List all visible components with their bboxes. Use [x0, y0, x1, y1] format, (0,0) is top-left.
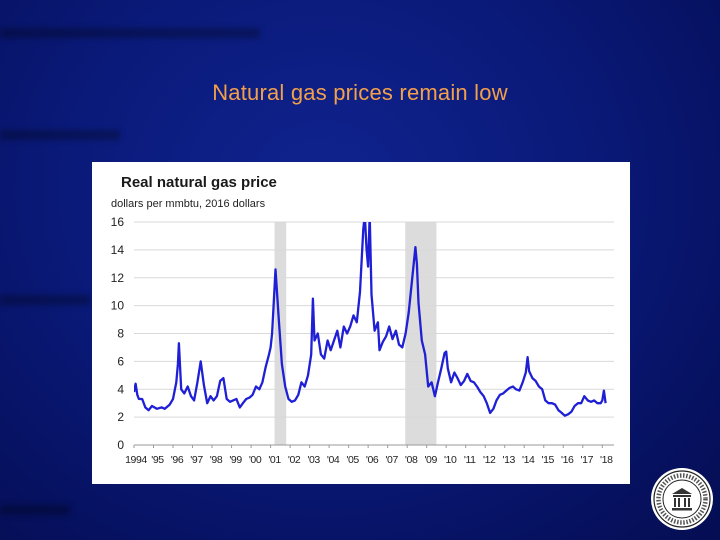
x-tick-label: '13 — [502, 454, 515, 466]
y-tick-label: 16 — [111, 215, 125, 229]
x-tick-label: '11 — [464, 454, 476, 466]
x-tick-label: '05 — [346, 454, 359, 466]
background-streak — [0, 505, 70, 515]
x-tick-label: '14 — [522, 454, 535, 466]
chart-subtitle: dollars per mmbtu, 2016 dollars — [111, 198, 266, 210]
x-tick-label: '07 — [385, 454, 398, 466]
background-streak — [0, 295, 90, 305]
x-tick-label: '08 — [405, 454, 418, 466]
y-tick-label: 2 — [117, 410, 124, 424]
x-tick-label: '06 — [366, 454, 379, 466]
x-tick-label: '18 — [600, 454, 613, 466]
chart-panel: 0 2 4 6 8 10 12 14 16 1994 '95 '96 '97 '98 '99 '00 '01 '… — [92, 162, 630, 484]
y-tick-label: 12 — [111, 271, 125, 285]
y-axis-ticks: 0 2 4 6 8 10 12 14 16 — [111, 215, 125, 452]
x-tick-label: '12 — [483, 454, 496, 466]
x-tick-label: '04 — [327, 454, 340, 466]
y-tick-label: 0 — [117, 438, 124, 452]
fed-reserve-seal-icon — [650, 467, 714, 531]
x-tick-label: '17 — [581, 454, 594, 466]
chart-title: Real natural gas price — [121, 174, 277, 191]
x-tick-label: 1994 — [125, 454, 147, 466]
y-tick-label: 14 — [111, 243, 125, 257]
x-tick-label: '16 — [561, 454, 574, 466]
series-line-real-natural-gas-price — [134, 222, 607, 417]
x-tick-label: '09 — [424, 454, 437, 466]
slide-title: Natural gas prices remain low — [212, 80, 508, 105]
x-tick-label: '98 — [210, 454, 223, 466]
y-tick-label: 4 — [117, 382, 124, 396]
x-tick-label: '02 — [288, 454, 301, 466]
x-tick-label: '01 — [268, 454, 281, 466]
x-axis-ticks: 1994 '95 '96 '97 '98 '99 '00 '01 '02 '03 '04 '05 '06… — [125, 445, 613, 466]
y-tick-label: 8 — [117, 327, 124, 341]
price-series-layer — [134, 222, 607, 417]
y-tick-label: 6 — [117, 354, 124, 368]
x-tick-label: '10 — [444, 454, 457, 466]
gridlines — [134, 221, 614, 446]
background-streak — [0, 28, 260, 38]
x-tick-label: '00 — [249, 454, 262, 466]
x-tick-label: '96 — [171, 454, 184, 466]
x-tick-label: '95 — [151, 454, 164, 466]
background-streak — [0, 130, 120, 140]
x-tick-label: '97 — [190, 454, 203, 466]
x-tick-label: '03 — [307, 454, 320, 466]
x-tick-label: '15 — [542, 454, 555, 466]
natural-gas-price-chart: 0 2 4 6 8 10 12 14 16 1994 '95 '96 '97 '98 '99 '00 '01 '… — [111, 174, 614, 466]
x-tick-label: '99 — [229, 454, 242, 466]
y-tick-label: 10 — [111, 299, 125, 313]
